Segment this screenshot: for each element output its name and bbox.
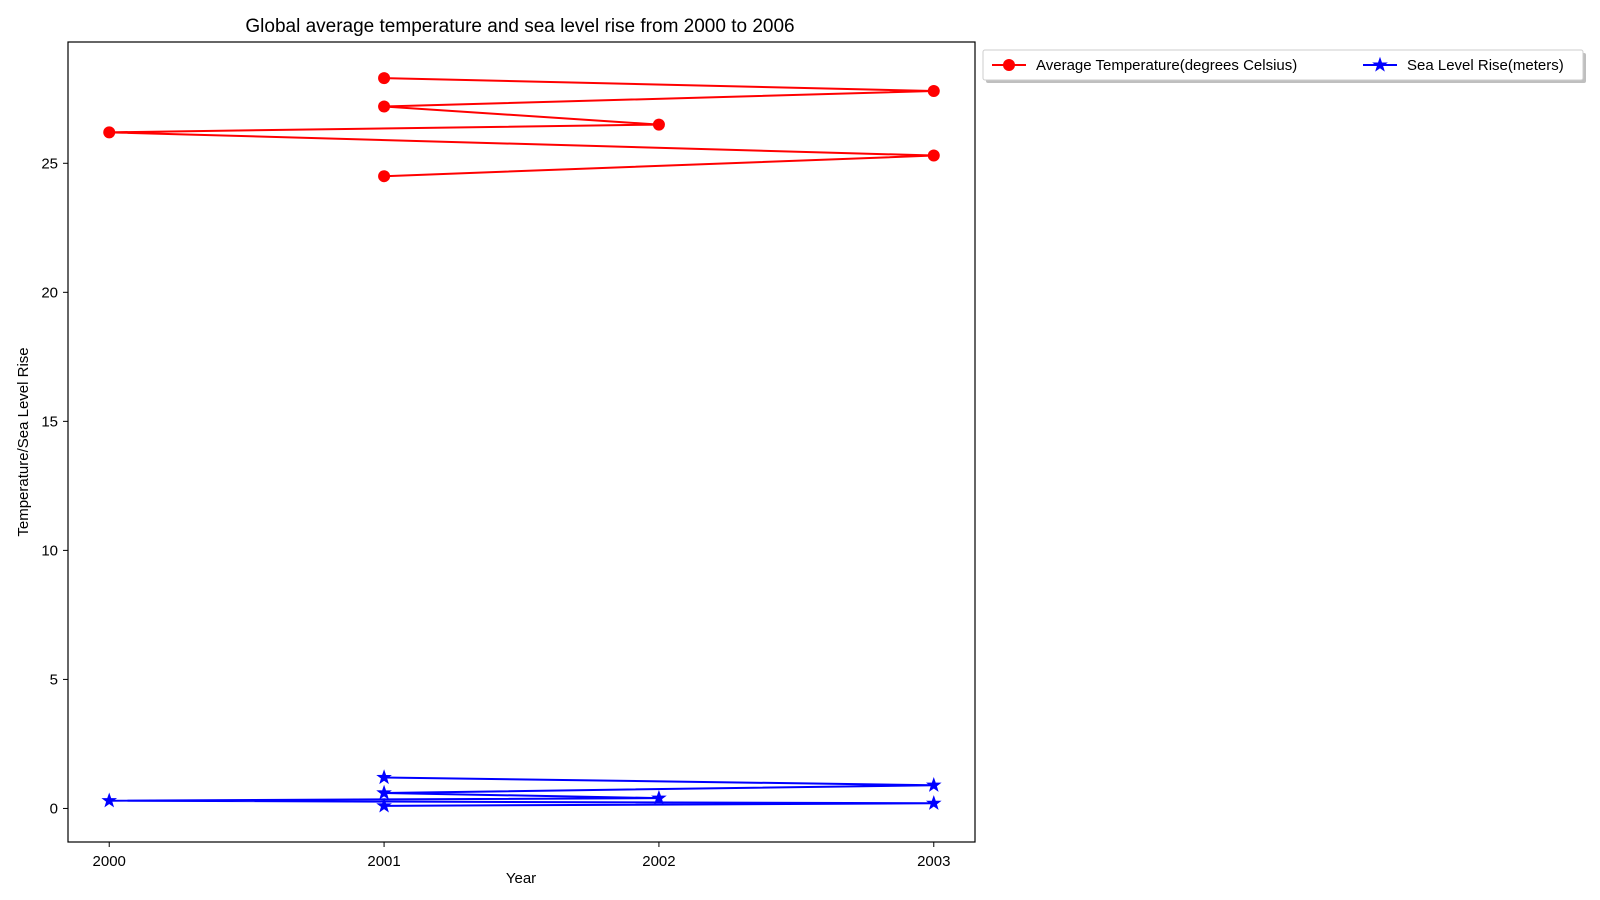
series-2-point (377, 770, 390, 783)
series-2-point (377, 786, 390, 799)
y-tick-label: 20 (41, 284, 58, 301)
legend: Average Temperature(degrees Celsius) Sea … (983, 50, 1586, 83)
chart-title: Global average temperature and sea level… (245, 16, 794, 37)
series-1-point (103, 126, 115, 138)
y-axis-label: Temperature/Sea Level Rise (15, 347, 32, 536)
series-2-point (927, 796, 940, 809)
legend-marker (1003, 59, 1015, 71)
y-tick-label: 15 (41, 413, 58, 430)
series-2-point (103, 794, 116, 807)
x-tick-label: 2003 (917, 853, 950, 870)
series-1-point (378, 170, 390, 182)
series-2-line (109, 777, 934, 805)
x-tick-label: 2001 (367, 853, 400, 870)
series-1-line (109, 78, 934, 176)
series-1-point (378, 72, 390, 84)
series-1-point (653, 119, 665, 131)
series-2-point (927, 778, 940, 791)
legend-label: Average Temperature(degrees Celsius) (1036, 57, 1297, 74)
series-1-point (378, 101, 390, 113)
plot-frame (68, 42, 975, 842)
plot-area (103, 72, 941, 811)
series-2 (103, 770, 941, 811)
series-1 (103, 72, 940, 182)
x-tick-label: 2000 (93, 853, 126, 870)
y-tick-label: 5 (50, 671, 58, 688)
y-tick-label: 25 (41, 155, 58, 172)
y-tick-label: 0 (50, 800, 58, 817)
axis-ticks: 2000 2001 2002 2003 0 5 10 15 20 25 (41, 155, 950, 870)
x-tick-label: 2002 (642, 853, 675, 870)
y-tick-label: 10 (41, 542, 58, 559)
legend-label: Sea Level Rise(meters) (1407, 57, 1564, 74)
series-1-point (928, 150, 940, 162)
legend-entry: Average Temperature(degrees Celsius) (992, 57, 1297, 74)
x-axis-label: Year (506, 870, 536, 887)
series-1-point (928, 85, 940, 97)
